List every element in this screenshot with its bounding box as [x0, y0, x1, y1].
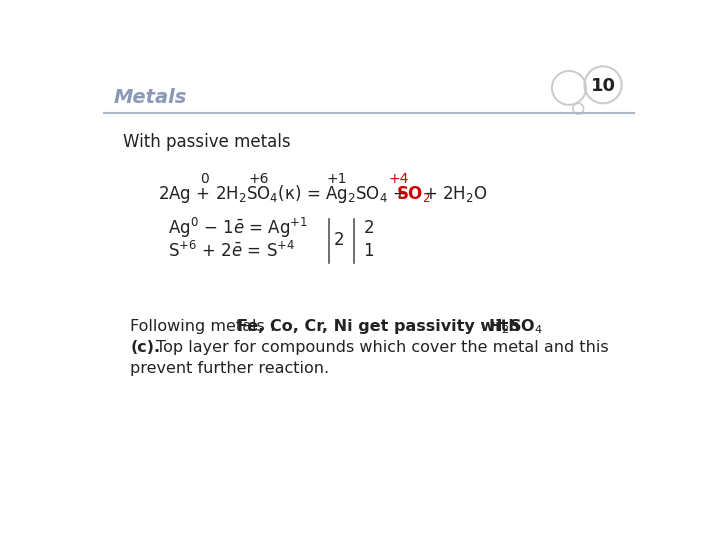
Text: S$^{+6}$ + 2$\bar{e}$ = S$^{+4}$: S$^{+6}$ + 2$\bar{e}$ = S$^{+4}$ — [168, 241, 295, 261]
Text: 2: 2 — [364, 219, 374, 237]
Text: Top layer for compounds which cover the metal and this: Top layer for compounds which cover the … — [156, 340, 608, 355]
Text: 2Ag + 2H$_2$SO$_4$(к) = Ag$_2$SO$_4$ +: 2Ag + 2H$_2$SO$_4$(к) = Ag$_2$SO$_4$ + — [158, 183, 408, 205]
Text: 10: 10 — [590, 77, 616, 94]
Text: +1: +1 — [326, 172, 347, 186]
Text: 1: 1 — [364, 242, 374, 260]
Text: prevent further reaction.: prevent further reaction. — [130, 361, 330, 376]
Text: Following metals :: Following metals : — [130, 319, 281, 334]
Text: +4: +4 — [388, 172, 409, 186]
Text: +6: +6 — [248, 172, 269, 186]
Text: Metals: Metals — [113, 87, 186, 106]
Text: Fe, Co, Cr, Ni get passivity with: Fe, Co, Cr, Ni get passivity with — [238, 319, 520, 334]
Text: SO$_2$: SO$_2$ — [396, 184, 431, 204]
Text: 2: 2 — [334, 231, 345, 248]
Text: With passive metals: With passive metals — [122, 133, 290, 151]
Text: 0: 0 — [200, 172, 209, 186]
Text: H$_2$SO$_4$: H$_2$SO$_4$ — [487, 318, 542, 336]
Text: (c).: (c). — [130, 340, 161, 355]
Text: Ag$^0$ $-$ 1$\bar{e}$ = Ag$^{+1}$: Ag$^0$ $-$ 1$\bar{e}$ = Ag$^{+1}$ — [168, 216, 307, 240]
Text: + 2H$_2$O: + 2H$_2$O — [423, 184, 487, 204]
